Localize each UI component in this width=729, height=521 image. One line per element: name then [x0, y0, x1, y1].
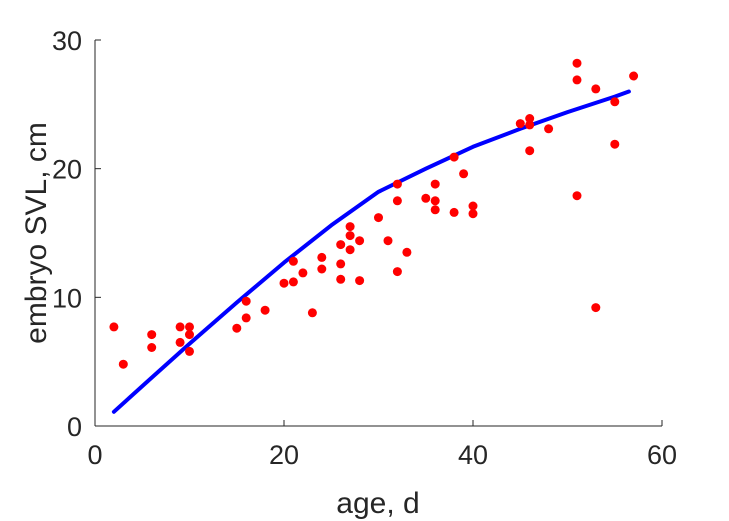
data-point: [591, 84, 601, 94]
data-point: [109, 322, 119, 332]
fit-curve-group: [111, 89, 631, 414]
data-point: [147, 330, 157, 340]
data-point: [288, 277, 298, 287]
data-point: [232, 323, 242, 333]
data-point: [307, 308, 317, 318]
data-point: [591, 303, 601, 313]
data-point: [629, 71, 639, 81]
data-point: [355, 276, 365, 286]
x-tick-label: 0: [87, 440, 102, 470]
data-point: [345, 245, 355, 255]
data-point: [572, 191, 582, 201]
data-point: [336, 259, 346, 269]
data-point: [185, 322, 194, 332]
data-point: [241, 313, 251, 323]
data-point: [374, 213, 383, 223]
data-point: [525, 114, 535, 123]
data-point: [449, 207, 459, 217]
data-point: [383, 236, 393, 246]
data-point: [525, 146, 535, 156]
data-point: [572, 75, 582, 85]
y-tick-label: 10: [52, 283, 82, 313]
data-point: [468, 201, 478, 211]
x-tick-label: 20: [269, 440, 299, 470]
y-tick-label: 20: [52, 155, 82, 185]
data-point: [430, 205, 440, 215]
data-point: [185, 330, 194, 340]
data-point: [392, 267, 402, 277]
data-point: [610, 97, 620, 107]
data-point: [430, 196, 440, 206]
data-point: [430, 179, 440, 189]
data-point: [147, 343, 157, 352]
x-axis-label: age, d: [336, 487, 419, 520]
data-point: [336, 240, 346, 250]
data-point: [345, 222, 355, 232]
data-point: [185, 346, 194, 356]
data-point: [392, 179, 402, 189]
data-point: [298, 268, 308, 278]
data-point: [118, 359, 128, 369]
x-tick-label: 40: [458, 440, 488, 470]
data-point: [402, 247, 412, 257]
data-point: [449, 152, 459, 162]
axes: [94, 40, 662, 427]
data-point: [345, 231, 355, 241]
fit-curve: [111, 89, 631, 414]
points-group: [109, 58, 639, 369]
data-point: [468, 209, 478, 219]
data-point: [610, 139, 620, 149]
data-point: [355, 236, 365, 246]
data-point: [241, 296, 251, 306]
y-tick-label: 0: [67, 412, 82, 442]
ticks: 0 20 40 60 0 10 20 30: [52, 26, 677, 470]
data-point: [544, 124, 554, 134]
x-tick-label: 60: [647, 440, 677, 470]
data-point: [336, 274, 346, 284]
data-point: [317, 264, 327, 274]
data-point: [288, 256, 298, 266]
data-point: [175, 337, 185, 347]
y-tick-label: 30: [52, 26, 82, 56]
data-point: [317, 252, 327, 262]
data-point: [279, 278, 289, 288]
y-axis-label: embryo SVL, cm: [20, 122, 53, 344]
data-point: [175, 322, 185, 332]
data-point: [525, 120, 535, 130]
data-point: [515, 119, 525, 129]
data-point: [260, 305, 270, 315]
data-point: [421, 193, 431, 203]
data-point: [572, 58, 582, 68]
data-point: [459, 169, 469, 179]
data-point: [392, 196, 402, 206]
